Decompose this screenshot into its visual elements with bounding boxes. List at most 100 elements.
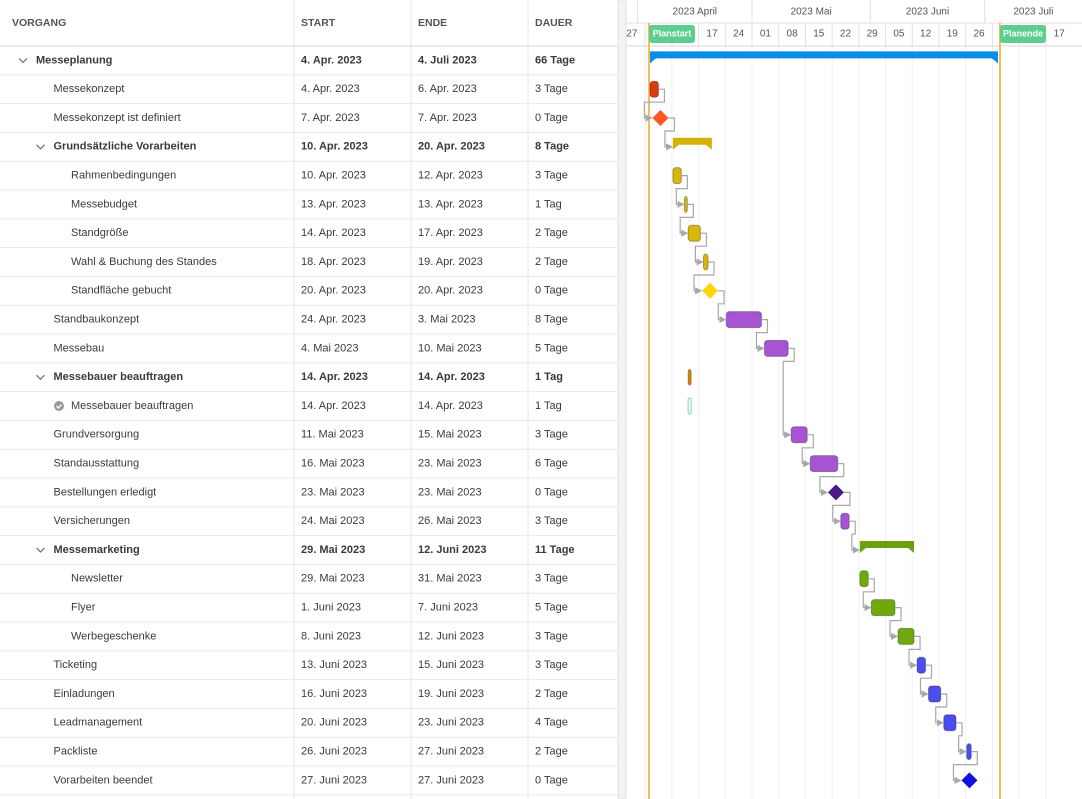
summary-bar[interactable] (859, 541, 915, 553)
task-name[interactable]: Standbaukonzept (54, 314, 140, 326)
task-bar[interactable] (916, 656, 926, 674)
summary-bar[interactable] (672, 137, 712, 150)
task-end: 12. Apr. 2023 (418, 170, 483, 182)
task-name[interactable]: Newsletter (71, 573, 123, 585)
task-bar[interactable] (943, 714, 957, 732)
task-name[interactable]: Leadmanagement (54, 717, 143, 729)
task-name[interactable]: Flyer (71, 602, 96, 614)
task-name[interactable]: Messekonzept (54, 83, 125, 95)
task-name[interactable]: Messebauer beauftragen (71, 400, 193, 412)
expand-toggle[interactable] (36, 547, 45, 553)
task-name[interactable]: Einladungen (54, 688, 115, 700)
task-bar[interactable] (672, 167, 682, 185)
task-start: 14. Apr. 2023 (301, 371, 368, 383)
task-duration: 3 Tage (535, 573, 568, 585)
task-start: 24. Apr. 2023 (301, 314, 366, 326)
column-header[interactable]: DAUER (535, 17, 573, 29)
task-duration: 0 Tage (535, 112, 568, 124)
task-end: 13. Apr. 2023 (418, 198, 483, 210)
dependency-arrow (952, 751, 978, 784)
task-name[interactable]: Grundversorgung (54, 429, 140, 441)
task-name[interactable]: Wahl & Buchung des Standes (71, 256, 217, 268)
month-label: 2023 Mai (791, 7, 832, 18)
dependency-arrow (956, 722, 967, 756)
task-end: 17. Apr. 2023 (418, 227, 483, 239)
task-bar[interactable] (966, 743, 972, 761)
task-bar[interactable] (683, 195, 688, 213)
task-duration: 0 Tage (535, 486, 568, 498)
task-end: 20. Apr. 2023 (418, 141, 485, 153)
dependency-arrow (782, 347, 795, 439)
column-header[interactable]: ENDE (418, 17, 447, 29)
task-name[interactable]: Standausstattung (54, 458, 140, 470)
task-end: 20. Apr. 2023 (418, 285, 483, 297)
task-end: 6. Apr. 2023 (418, 83, 477, 95)
task-duration: 5 Tage (535, 602, 568, 614)
milestone[interactable] (652, 110, 669, 126)
task-name[interactable]: Messebauer beauftragen (54, 371, 184, 383)
task-name[interactable]: Vorarbeiten beendet (54, 774, 153, 786)
task-bar[interactable] (649, 80, 659, 98)
task-name[interactable]: Rahmenbedingungen (71, 170, 176, 182)
column-header[interactable]: VORGANG (12, 17, 66, 29)
task-bar[interactable] (763, 339, 789, 357)
task-duration: 1 Tag (535, 371, 563, 383)
task-bar[interactable] (897, 627, 915, 645)
task-end: 27. Juni 2023 (418, 746, 484, 758)
week-label: 17 (1054, 29, 1066, 40)
task-name[interactable]: Bestellungen erledigt (54, 486, 157, 498)
column-header[interactable]: START (301, 17, 336, 29)
task-bar[interactable] (809, 455, 839, 473)
timeline: 2023 April 2023 Mai 2023 Juni 2023 Juli 27 17… (626, 0, 1082, 799)
done-icon (54, 401, 64, 411)
expand-toggle[interactable] (36, 144, 45, 150)
task-name[interactable]: Standgröße (71, 227, 128, 239)
task-bar[interactable] (927, 685, 942, 703)
done-check (56, 404, 62, 409)
task-bar[interactable] (840, 512, 850, 530)
task-bar[interactable] (790, 426, 808, 444)
milestone[interactable] (827, 484, 844, 501)
task-bar[interactable] (687, 368, 692, 386)
task-name[interactable]: Grundsätzliche Vorarbeiten (54, 141, 197, 153)
task-bar[interactable] (859, 570, 869, 588)
task-name[interactable]: Messekonzept ist definiert (54, 112, 181, 124)
task-duration: 8 Tage (535, 314, 568, 326)
task-bar[interactable] (687, 224, 701, 242)
task-name[interactable]: Standfläche gebucht (71, 285, 171, 297)
task-end: 7. Apr. 2023 (418, 112, 477, 124)
expand-toggle[interactable] (18, 57, 28, 64)
task-name[interactable]: Ticketing (54, 659, 98, 671)
task-name[interactable]: Messebau (54, 342, 105, 354)
task-name[interactable]: Packliste (54, 746, 98, 758)
task-bar[interactable] (702, 253, 709, 271)
task-name[interactable]: Messebudget (71, 198, 137, 210)
summary-bar[interactable] (650, 51, 998, 64)
milestone[interactable] (961, 772, 978, 789)
task-bar[interactable] (725, 311, 762, 329)
dependency-arrow (819, 463, 845, 496)
task-start: 10. Apr. 2023 (301, 141, 368, 153)
task-start: 27. Juni 2023 (301, 774, 367, 786)
expand-toggle[interactable] (36, 374, 45, 381)
task-start: 13. Juni 2023 (301, 659, 367, 671)
task-duration: 3 Tage (535, 83, 568, 95)
task-duration: 4 Tage (535, 717, 568, 729)
splitter[interactable] (617, 0, 627, 799)
task-duration: 3 Tage (535, 515, 568, 527)
task-name[interactable]: Versicherungen (54, 515, 130, 527)
task-bar[interactable] (687, 397, 692, 415)
task-start: 4. Mai 2023 (301, 342, 358, 354)
task-name[interactable]: Messemarketing (54, 544, 140, 556)
dependency-arrow (849, 520, 861, 554)
task-bar[interactable] (870, 599, 896, 617)
task-name[interactable]: Werbegeschenke (71, 630, 156, 642)
milestone[interactable] (702, 282, 719, 299)
task-duration: 3 Tage (535, 659, 568, 671)
dependency-arrow (693, 261, 715, 295)
task-duration: 2 Tage (535, 256, 568, 268)
task-name[interactable]: Messeplanung (36, 54, 112, 66)
task-start: 4. Apr. 2023 (301, 83, 360, 95)
dependency-arrow (717, 290, 727, 324)
